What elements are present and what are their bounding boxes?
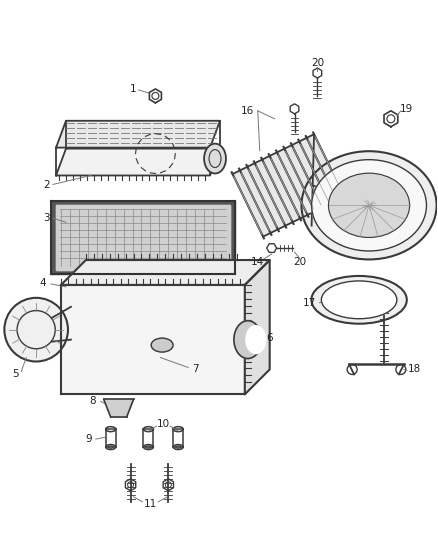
Text: 10: 10 — [157, 419, 170, 429]
Polygon shape — [52, 307, 71, 342]
Ellipse shape — [204, 144, 226, 173]
Bar — [56, 205, 230, 270]
Text: 9: 9 — [85, 434, 92, 444]
Ellipse shape — [246, 326, 266, 353]
Text: 20: 20 — [293, 257, 306, 267]
Text: 2: 2 — [43, 181, 49, 190]
Text: 8: 8 — [89, 397, 96, 406]
Text: 11: 11 — [144, 499, 157, 509]
Text: 16: 16 — [241, 106, 254, 116]
Text: 7: 7 — [192, 365, 198, 375]
Ellipse shape — [301, 151, 437, 260]
Polygon shape — [311, 134, 345, 225]
Text: 18: 18 — [408, 365, 421, 375]
Text: 3: 3 — [43, 213, 49, 223]
Polygon shape — [61, 260, 270, 285]
Ellipse shape — [328, 173, 410, 238]
Text: 1: 1 — [130, 84, 137, 94]
Polygon shape — [56, 149, 220, 175]
Ellipse shape — [311, 160, 427, 251]
Text: 6: 6 — [266, 333, 273, 343]
Text: 12: 12 — [410, 205, 424, 215]
Text: 5: 5 — [12, 369, 18, 379]
Text: 17: 17 — [303, 298, 316, 308]
Ellipse shape — [151, 338, 173, 352]
Text: 20: 20 — [311, 58, 324, 68]
Polygon shape — [245, 260, 270, 394]
Ellipse shape — [321, 281, 397, 319]
Polygon shape — [61, 285, 245, 394]
Ellipse shape — [234, 321, 262, 359]
Bar — [51, 201, 235, 274]
Polygon shape — [56, 121, 220, 148]
Polygon shape — [104, 399, 134, 417]
Bar — [56, 205, 230, 270]
Polygon shape — [233, 134, 345, 237]
Ellipse shape — [311, 276, 407, 324]
Text: 19: 19 — [400, 104, 413, 114]
Circle shape — [4, 298, 68, 361]
Text: 4: 4 — [40, 278, 46, 288]
Text: 14: 14 — [251, 257, 265, 267]
